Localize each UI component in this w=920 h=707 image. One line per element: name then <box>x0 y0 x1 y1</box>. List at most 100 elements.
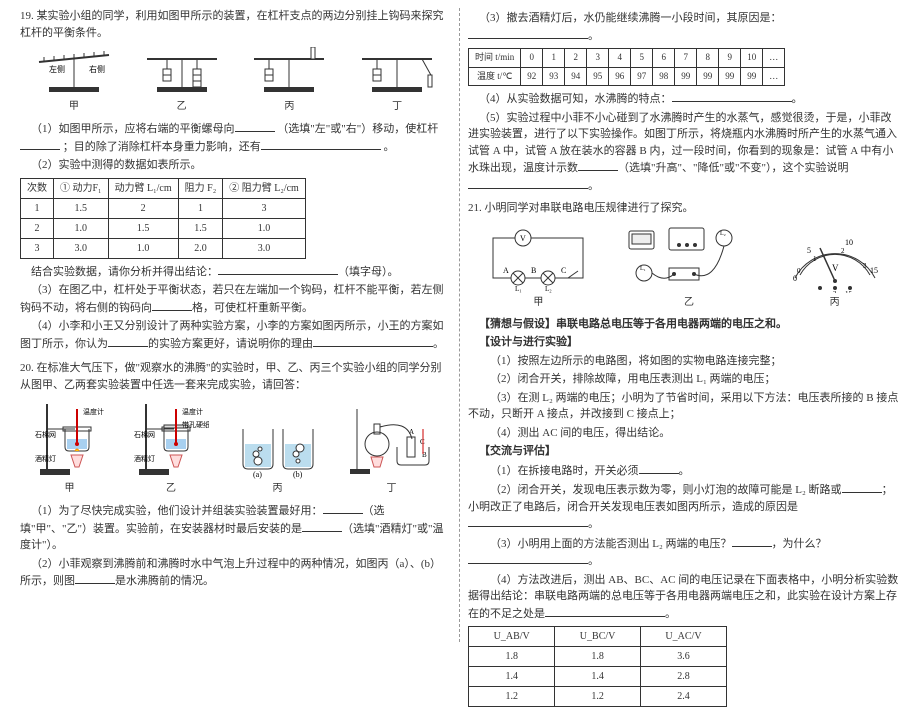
q20-p1: （1）为了尽快完成实验，他们设计并组装实验装置最好用：（选填"甲"、"乙"）装置… <box>20 502 451 554</box>
q21-h1: 【猜想与假设】串联电路总电压等于各用电器两端的电压之和。 <box>468 316 900 333</box>
svg-text:酒精灯: 酒精灯 <box>35 454 56 463</box>
q21-figures: V A B C L₁ L₂ 甲 <box>468 223 900 310</box>
fig-label: 甲 <box>29 99 119 114</box>
q21-s1: （1）按照左边所示的电路图，将如图的实物电路连接完整； <box>468 353 900 370</box>
fig-yi: 乙 <box>137 47 227 114</box>
q20-p2: （2）小菲观察到沸腾前和沸腾时水中气泡上升过程中的两种情况，如图丙（a）、(b）… <box>20 556 451 590</box>
circuit-schematic-icon: V A B C L₁ L₂ <box>483 223 593 293</box>
svg-text:3: 3 <box>833 290 837 293</box>
svg-text:酒精灯: 酒精灯 <box>134 454 155 463</box>
fig-label: 丁 <box>352 99 442 114</box>
q21-voltage-table: U_AB/V U_BC/V U_AC/V 1.81.83.6 1.41.42.8… <box>468 626 727 707</box>
q19: 19. 某实验小组的同学，利用如图甲所示的装置，在杠杆支点的两边分别挂上钩码来探… <box>20 8 451 352</box>
right-column: （3）撤去酒精灯后，水仍能继续沸腾一小段时间，其原因是：。 时间 t/min01… <box>460 8 908 642</box>
fig-boil-yi: 温度计 带孔硬纸板 石棉网 酒精灯 乙 <box>134 399 209 496</box>
q19-stem: 某实验小组的同学，利用如图甲所示的装置，在杠杆支点的两边分别挂上钩码来探究杠杆的… <box>20 10 444 39</box>
fig-boil-jia: 温度计 石棉网 酒精灯 甲 <box>35 399 105 496</box>
svg-text:A: A <box>409 428 414 436</box>
svg-text:10: 10 <box>845 238 853 247</box>
fig-boil-bing: (a) (b) 丙 <box>238 419 318 496</box>
svg-text:0: 0 <box>793 274 797 283</box>
fig-voltmeter-bing: 0 5 10 15 0 1 2 3 V -315 丙 <box>785 223 885 310</box>
svg-text:(a): (a) <box>253 470 262 479</box>
q19-p2: （2）实验中测得的数据如表所示。 <box>20 157 451 174</box>
svg-text:5: 5 <box>807 246 811 255</box>
lever-yi-icon <box>137 47 227 97</box>
fig-label: 丁 <box>347 481 437 496</box>
q21-h2: 【设计与进行实验】 <box>468 334 900 351</box>
svg-text:3: 3 <box>863 262 867 270</box>
q21-e2: （2）闭合开关，发现电压表示数为零，则小灯泡的故障可能是 L₂ 断路或；小明改正… <box>468 481 900 533</box>
svg-text:(b): (b) <box>293 470 303 479</box>
q20: 20. 在标准大气压下，做"观察水的沸腾"的实验时，甲、乙、丙三个实验小组的同学… <box>20 360 451 590</box>
q21-s2: （2）闭合开关，排除故障，用电压表测出 L₁ 两端的电压； <box>468 371 900 388</box>
q21-e3: （3）小明用上面的方法能否测出 L₂ 两端的电压？，为什么？。 <box>468 535 900 570</box>
svg-text:L₁: L₁ <box>515 285 522 293</box>
q20-time-table: 时间 t/min012345678910… 温度 t/℃929394959697… <box>468 48 785 86</box>
q20-p4: （4）从实验数据可知，水沸腾的特点：。 <box>468 90 900 108</box>
q19-number: 19. <box>20 10 34 22</box>
circuit-real-icon: L₂ L₁ <box>624 223 754 293</box>
fig-jia: 左侧 右侧 甲 <box>29 47 119 114</box>
svg-text:左侧: 左侧 <box>49 64 65 74</box>
fig-label: 丙 <box>238 481 318 496</box>
svg-text:15: 15 <box>870 266 878 275</box>
q21-h3: 【交流与评估】 <box>468 443 900 460</box>
svg-text:V: V <box>832 263 839 273</box>
q21-e4: （4）方法改进后，测出 AB、BC、AC 间的电压记录在下面表格中，小明分析实验… <box>468 572 900 623</box>
q20-figures: 温度计 石棉网 酒精灯 甲 <box>20 399 451 496</box>
q19-figures: 左侧 右侧 甲 乙 <box>20 47 451 114</box>
svg-text:温度计: 温度计 <box>83 407 104 416</box>
fig-label: 丙 <box>785 295 885 310</box>
lever-jia-icon: 左侧 右侧 <box>29 47 119 97</box>
svg-text:-: - <box>817 290 820 293</box>
svg-text:L₂: L₂ <box>545 285 552 293</box>
setup-yi-icon: 温度计 带孔硬纸板 石棉网 酒精灯 <box>134 399 209 479</box>
svg-text:C: C <box>561 266 566 275</box>
fig-circuit-yi: L₂ L₁ 乙 <box>624 223 754 310</box>
q20-p3: （3）撤去酒精灯后，水仍能继续沸腾一小段时间，其原因是：。 <box>468 10 900 44</box>
svg-text:石棉网: 石棉网 <box>134 430 155 439</box>
svg-text:温度计: 温度计 <box>182 407 203 416</box>
lever-ding-icon <box>352 47 442 97</box>
svg-text:1: 1 <box>813 255 817 263</box>
lever-bing-icon <box>244 47 334 97</box>
q19-p4: （4）小李和小王又分别设计了两种实验方案，小李的方案如图丙所示，小王的方案如图丁… <box>20 318 451 352</box>
fig-label: 丙 <box>244 99 334 114</box>
fig-label: 甲 <box>483 295 593 310</box>
fig-boil-ding: A B C 丁 <box>347 399 437 496</box>
svg-text:带孔硬纸板: 带孔硬纸板 <box>182 420 209 429</box>
left-column: 19. 某实验小组的同学，利用如图甲所示的装置，在杠杆支点的两边分别挂上钩码来探… <box>12 8 460 642</box>
svg-text:右侧: 右侧 <box>89 64 105 74</box>
q19-p3: （3）在图乙中，杠杆处于平衡状态，若只在左端加一个钩码，杠杆不能平衡，若左侧钩码… <box>20 282 451 316</box>
q21-stem: 小明同学对串联电路电压规律进行了探究。 <box>485 202 694 214</box>
svg-text:2: 2 <box>841 247 845 255</box>
q20-stem: 在标准大气压下，做"观察水的沸腾"的实验时，甲、乙、丙三个实验小组的同学分别从图… <box>20 362 441 391</box>
fig-circuit-jia: V A B C L₁ L₂ 甲 <box>483 223 593 310</box>
fig-label: 乙 <box>137 99 227 114</box>
fig-label: 甲 <box>35 481 105 496</box>
svg-text:15: 15 <box>845 290 853 293</box>
bubbles-icon: (a) (b) <box>238 419 318 479</box>
svg-text:0: 0 <box>797 267 801 275</box>
q21-s4: （4）测出 AC 间的电压，得出结论。 <box>468 425 900 442</box>
svg-text:石棉网: 石棉网 <box>35 430 56 439</box>
fig-ding: 丁 <box>352 47 442 114</box>
setup-jia-icon: 温度计 石棉网 酒精灯 <box>35 399 105 479</box>
fig-label: 乙 <box>624 295 754 310</box>
q20-number: 20. <box>20 362 34 374</box>
svg-text:L₁: L₁ <box>640 266 646 272</box>
q19-p1: （1）如图甲所示，应将右端的平衡螺母向 （选填"左"或"右"）移动，使杠杆 ；目… <box>20 120 451 155</box>
q19-table: 次数 ① 动力F₁ 动力臂 L₁/cm 阻力 F₂ ② 阻力臂 L₂/cm 11… <box>20 178 306 259</box>
q19-p2b: 结合实验数据，请你分析并得出结论：（填字母）。 <box>20 263 451 281</box>
q21-s3: （3）在测 L₂ 两端的电压；小明为了节省时间，采用以下方法：电压表所接的 B … <box>468 390 900 423</box>
q21: 21. 小明同学对串联电路电压规律进行了探究。 V A B C L₁ L₂ 甲 <box>468 200 900 707</box>
q21-number: 21. <box>468 202 482 214</box>
svg-text:V: V <box>520 234 526 243</box>
q20-p5: （5）实验过程中小菲不小心碰到了水沸腾时产生的水蒸气，感觉很烫，于是，小菲改进实… <box>468 110 900 195</box>
svg-text:B: B <box>531 266 536 275</box>
fig-bing: 丙 <box>244 47 334 114</box>
svg-text:L₂: L₂ <box>720 231 726 237</box>
setup-ding-icon: A B C <box>347 399 437 479</box>
fig-label: 乙 <box>134 481 209 496</box>
